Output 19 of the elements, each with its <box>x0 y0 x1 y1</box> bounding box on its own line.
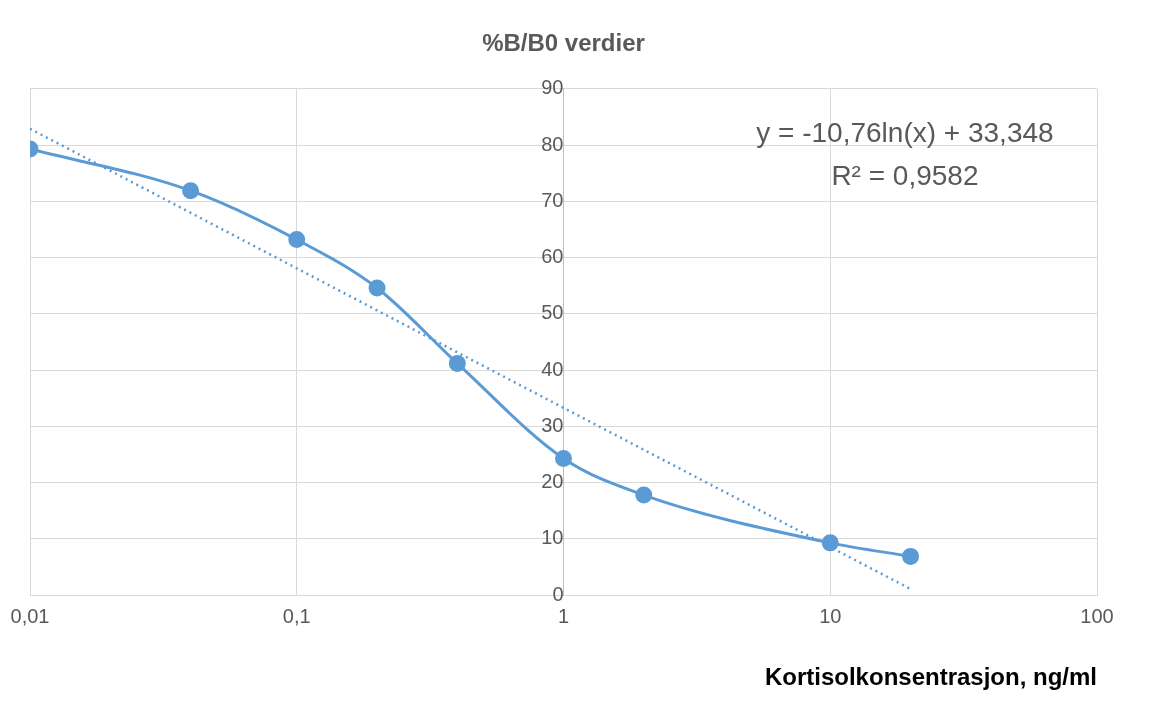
x-tick-label: 1 <box>557 604 570 627</box>
x-tick-label: 100 <box>1080 604 1114 627</box>
y-tick-label: 60 <box>541 245 564 268</box>
x-tick-label: 10 <box>819 604 842 627</box>
annotation: R² = 0,9582 <box>831 159 979 191</box>
x-axis-title: Kortisolkonsentrasjon, ng/ml <box>764 663 1097 691</box>
y-tick-label: 90 <box>541 76 564 99</box>
x-tick-label: 0,1 <box>282 604 311 627</box>
y-tick-label: 30 <box>541 413 564 436</box>
y-tick-label: 40 <box>541 357 564 380</box>
annotation: y = -10,76ln(x) + 33,348 <box>756 116 1054 148</box>
x-tick-label: 0,01 <box>10 604 50 627</box>
y-tick-label: 50 <box>541 301 564 324</box>
y-tick-label: 70 <box>541 188 564 211</box>
chart-title: %B/B0 verdier <box>482 29 645 57</box>
y-tick-label: 0 <box>552 582 564 605</box>
y-tick-label: 10 <box>541 526 564 549</box>
y-tick-label: 20 <box>541 470 564 493</box>
y-tick-label: 80 <box>541 132 564 155</box>
